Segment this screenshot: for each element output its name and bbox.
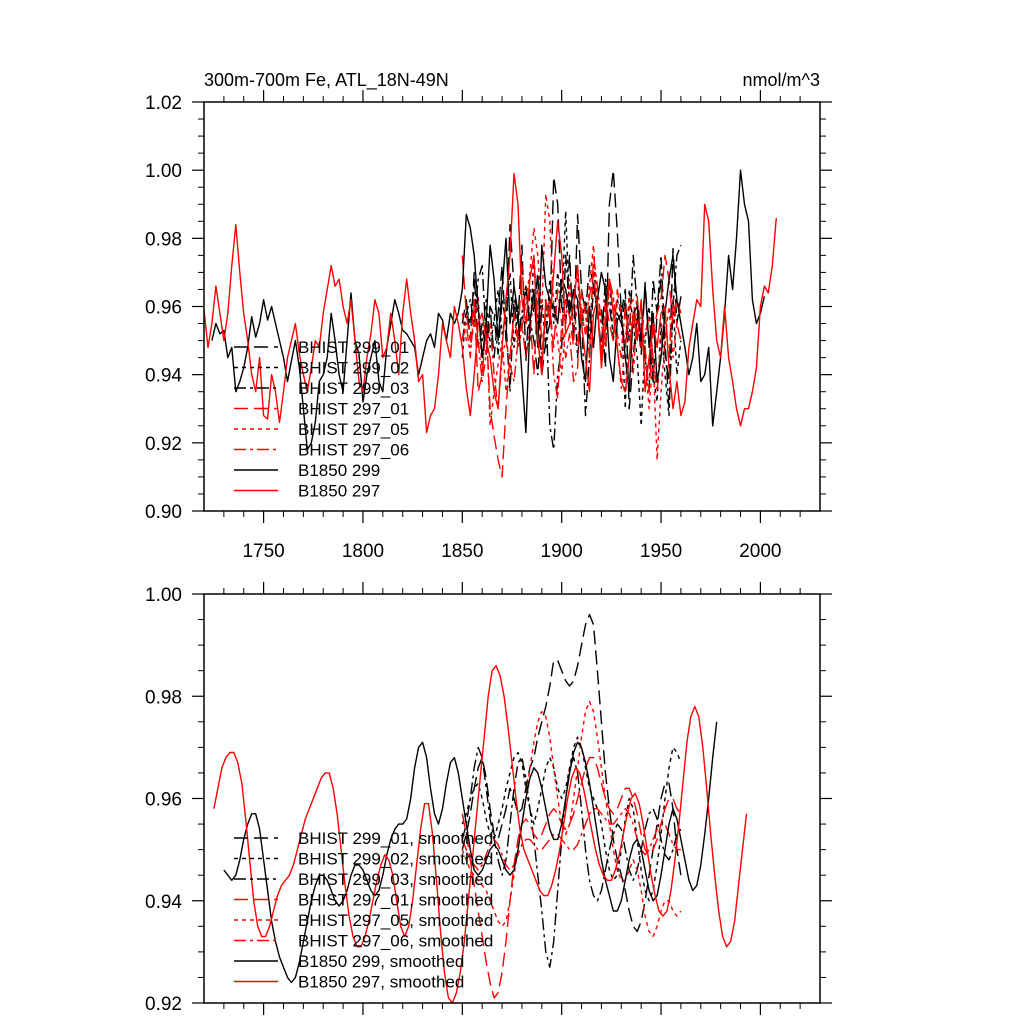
legend-entry: BHIST 297_06, smoothed xyxy=(234,932,493,951)
series-line-5 xyxy=(461,700,682,938)
legend-entry: BHIST 299_03, smoothed xyxy=(234,870,493,889)
y-tick-label: 0.92 xyxy=(145,434,182,455)
legend-label: BHIST 297_05 xyxy=(298,420,409,439)
legend-entry: BHIST 297_01 xyxy=(234,400,409,419)
y-tick-label: 0.94 xyxy=(145,366,182,387)
bottom-panel: 0.92 0.94 0.96 0.98 1.00 BHIST 299_01, smoot… xyxy=(145,582,832,1015)
legend-label: BHIST 299_01, smoothed xyxy=(298,829,493,848)
legend-label: B1850 297 xyxy=(298,482,380,501)
y-tick-label: 1.00 xyxy=(145,161,182,182)
legend-entry: B1850 299, smoothed xyxy=(234,952,464,971)
legend-entry: BHIST 299_03 xyxy=(234,379,409,398)
legend-entry: B1850 299 xyxy=(234,461,380,480)
y-tick-label: 0.96 xyxy=(145,790,182,811)
y-tick-label: 1.02 xyxy=(145,93,182,114)
x-tick-label: 1850 xyxy=(441,541,483,562)
top-panel-title: 300m-700m Fe, ATL_18N-49N xyxy=(204,70,449,91)
y-tick-label: 0.96 xyxy=(145,298,182,319)
legend-label: BHIST 297_01, smoothed xyxy=(298,891,493,910)
legend-entry: BHIST 299_01 xyxy=(234,338,409,357)
series-line-5 xyxy=(461,193,682,461)
y-tick-label: 0.92 xyxy=(145,994,182,1015)
legend-entry: BHIST 299_01, smoothed xyxy=(234,829,493,848)
legend-label: B1850 297, smoothed xyxy=(298,973,464,992)
legend-label: B1850 299 xyxy=(298,461,380,480)
y-tick-label: 1.00 xyxy=(145,585,182,606)
series-line-4 xyxy=(461,756,682,999)
legend-entry: BHIST 297_06 xyxy=(234,441,409,460)
legend-entry: BHIST 299_02, smoothed xyxy=(234,850,493,869)
x-tick-label: 1750 xyxy=(242,541,284,562)
legend-label: B1850 299, smoothed xyxy=(298,952,464,971)
top-panel: 300m-700m Fe, ATL_18N-49N nmol/m^3 1750 1… xyxy=(145,70,832,562)
legend-label: BHIST 299_02, smoothed xyxy=(298,850,493,869)
y-tick-label: 0.90 xyxy=(145,502,182,523)
legend-label: BHIST 297_06, smoothed xyxy=(298,932,493,951)
x-tick-label: 1900 xyxy=(541,541,583,562)
series-line-1 xyxy=(461,613,682,933)
top-panel-units: nmol/m^3 xyxy=(743,70,820,90)
series-line-6 xyxy=(461,808,681,871)
x-tick-label: 1800 xyxy=(342,541,384,562)
legend-label: BHIST 299_03 xyxy=(298,379,409,398)
bottom-panel-series-lines xyxy=(213,613,748,1004)
series-line-7 xyxy=(223,721,718,984)
legend-entry: BHIST 297_05, smoothed xyxy=(234,911,493,930)
legend-entry: B1850 297, smoothed xyxy=(234,973,464,992)
bottom-panel-legend: BHIST 299_01, smoothed BHIST 299_02, smoo… xyxy=(234,829,493,992)
legend-entry: BHIST 297_01, smoothed xyxy=(234,891,493,910)
top-panel-series-lines xyxy=(203,169,777,478)
y-tick-label: 0.94 xyxy=(145,892,182,913)
series-line-7 xyxy=(211,169,766,451)
top-panel-axes: 1750 1800 1850 1900 1950 2000 0.90 0.92 0.94 0.96… xyxy=(145,90,832,562)
legend-label: BHIST 299_01 xyxy=(298,338,409,357)
y-tick-label: 0.98 xyxy=(145,687,182,708)
series-line-2 xyxy=(461,736,682,902)
legend-label: BHIST 299_02 xyxy=(298,359,409,378)
series-line-8 xyxy=(213,664,748,1004)
x-tick-label: 1950 xyxy=(640,541,682,562)
legend-entry: BHIST 299_02 xyxy=(234,359,409,378)
legend-label: BHIST 297_05, smoothed xyxy=(298,911,493,930)
y-tick-label: 0.98 xyxy=(145,229,182,250)
legend-label: BHIST 299_03, smoothed xyxy=(298,870,493,889)
x-tick-label: 2000 xyxy=(739,541,781,562)
series-line-4 xyxy=(461,254,682,478)
legend-entry: B1850 297 xyxy=(234,482,380,501)
series-line-8 xyxy=(203,172,777,434)
legend-label: BHIST 297_01 xyxy=(298,400,409,419)
legend-entry: BHIST 297_05 xyxy=(234,420,409,439)
legend-label: BHIST 297_06 xyxy=(298,441,409,460)
bottom-panel-axes: 0.92 0.94 0.96 0.98 1.00 xyxy=(145,582,832,1015)
